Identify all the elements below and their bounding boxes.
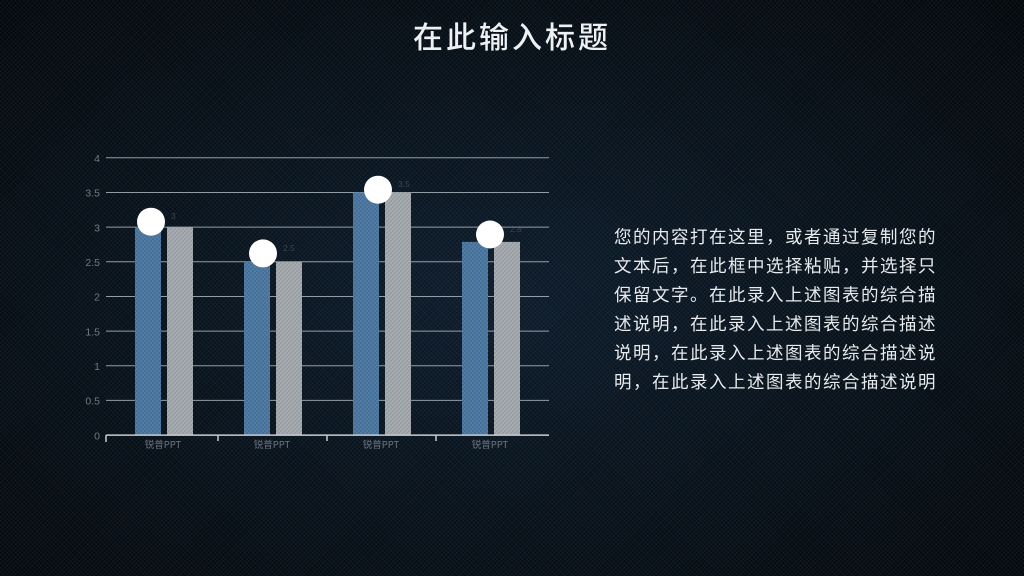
svg-text:3: 3	[94, 222, 100, 234]
svg-text:锐普PPT: 锐普PPT	[254, 437, 291, 451]
svg-text:2.5: 2.5	[283, 243, 295, 253]
svg-text:3.5: 3.5	[398, 179, 410, 189]
svg-text:锐普PPT: 锐普PPT	[145, 437, 182, 451]
svg-text:1.5: 1.5	[85, 326, 100, 338]
svg-text:2.8: 2.8	[510, 224, 522, 234]
svg-text:4: 4	[94, 153, 100, 165]
svg-text:2.5: 2.5	[85, 257, 100, 269]
svg-text:1: 1	[94, 361, 100, 373]
svg-text:锐普PPT: 锐普PPT	[472, 437, 509, 451]
svg-text:2: 2	[94, 292, 100, 304]
svg-text:0: 0	[94, 431, 100, 443]
svg-text:锐普PPT: 锐普PPT	[363, 437, 400, 451]
svg-text:3.5: 3.5	[85, 188, 100, 200]
svg-text:3: 3	[171, 211, 176, 221]
svg-text:0.5: 0.5	[85, 396, 100, 408]
